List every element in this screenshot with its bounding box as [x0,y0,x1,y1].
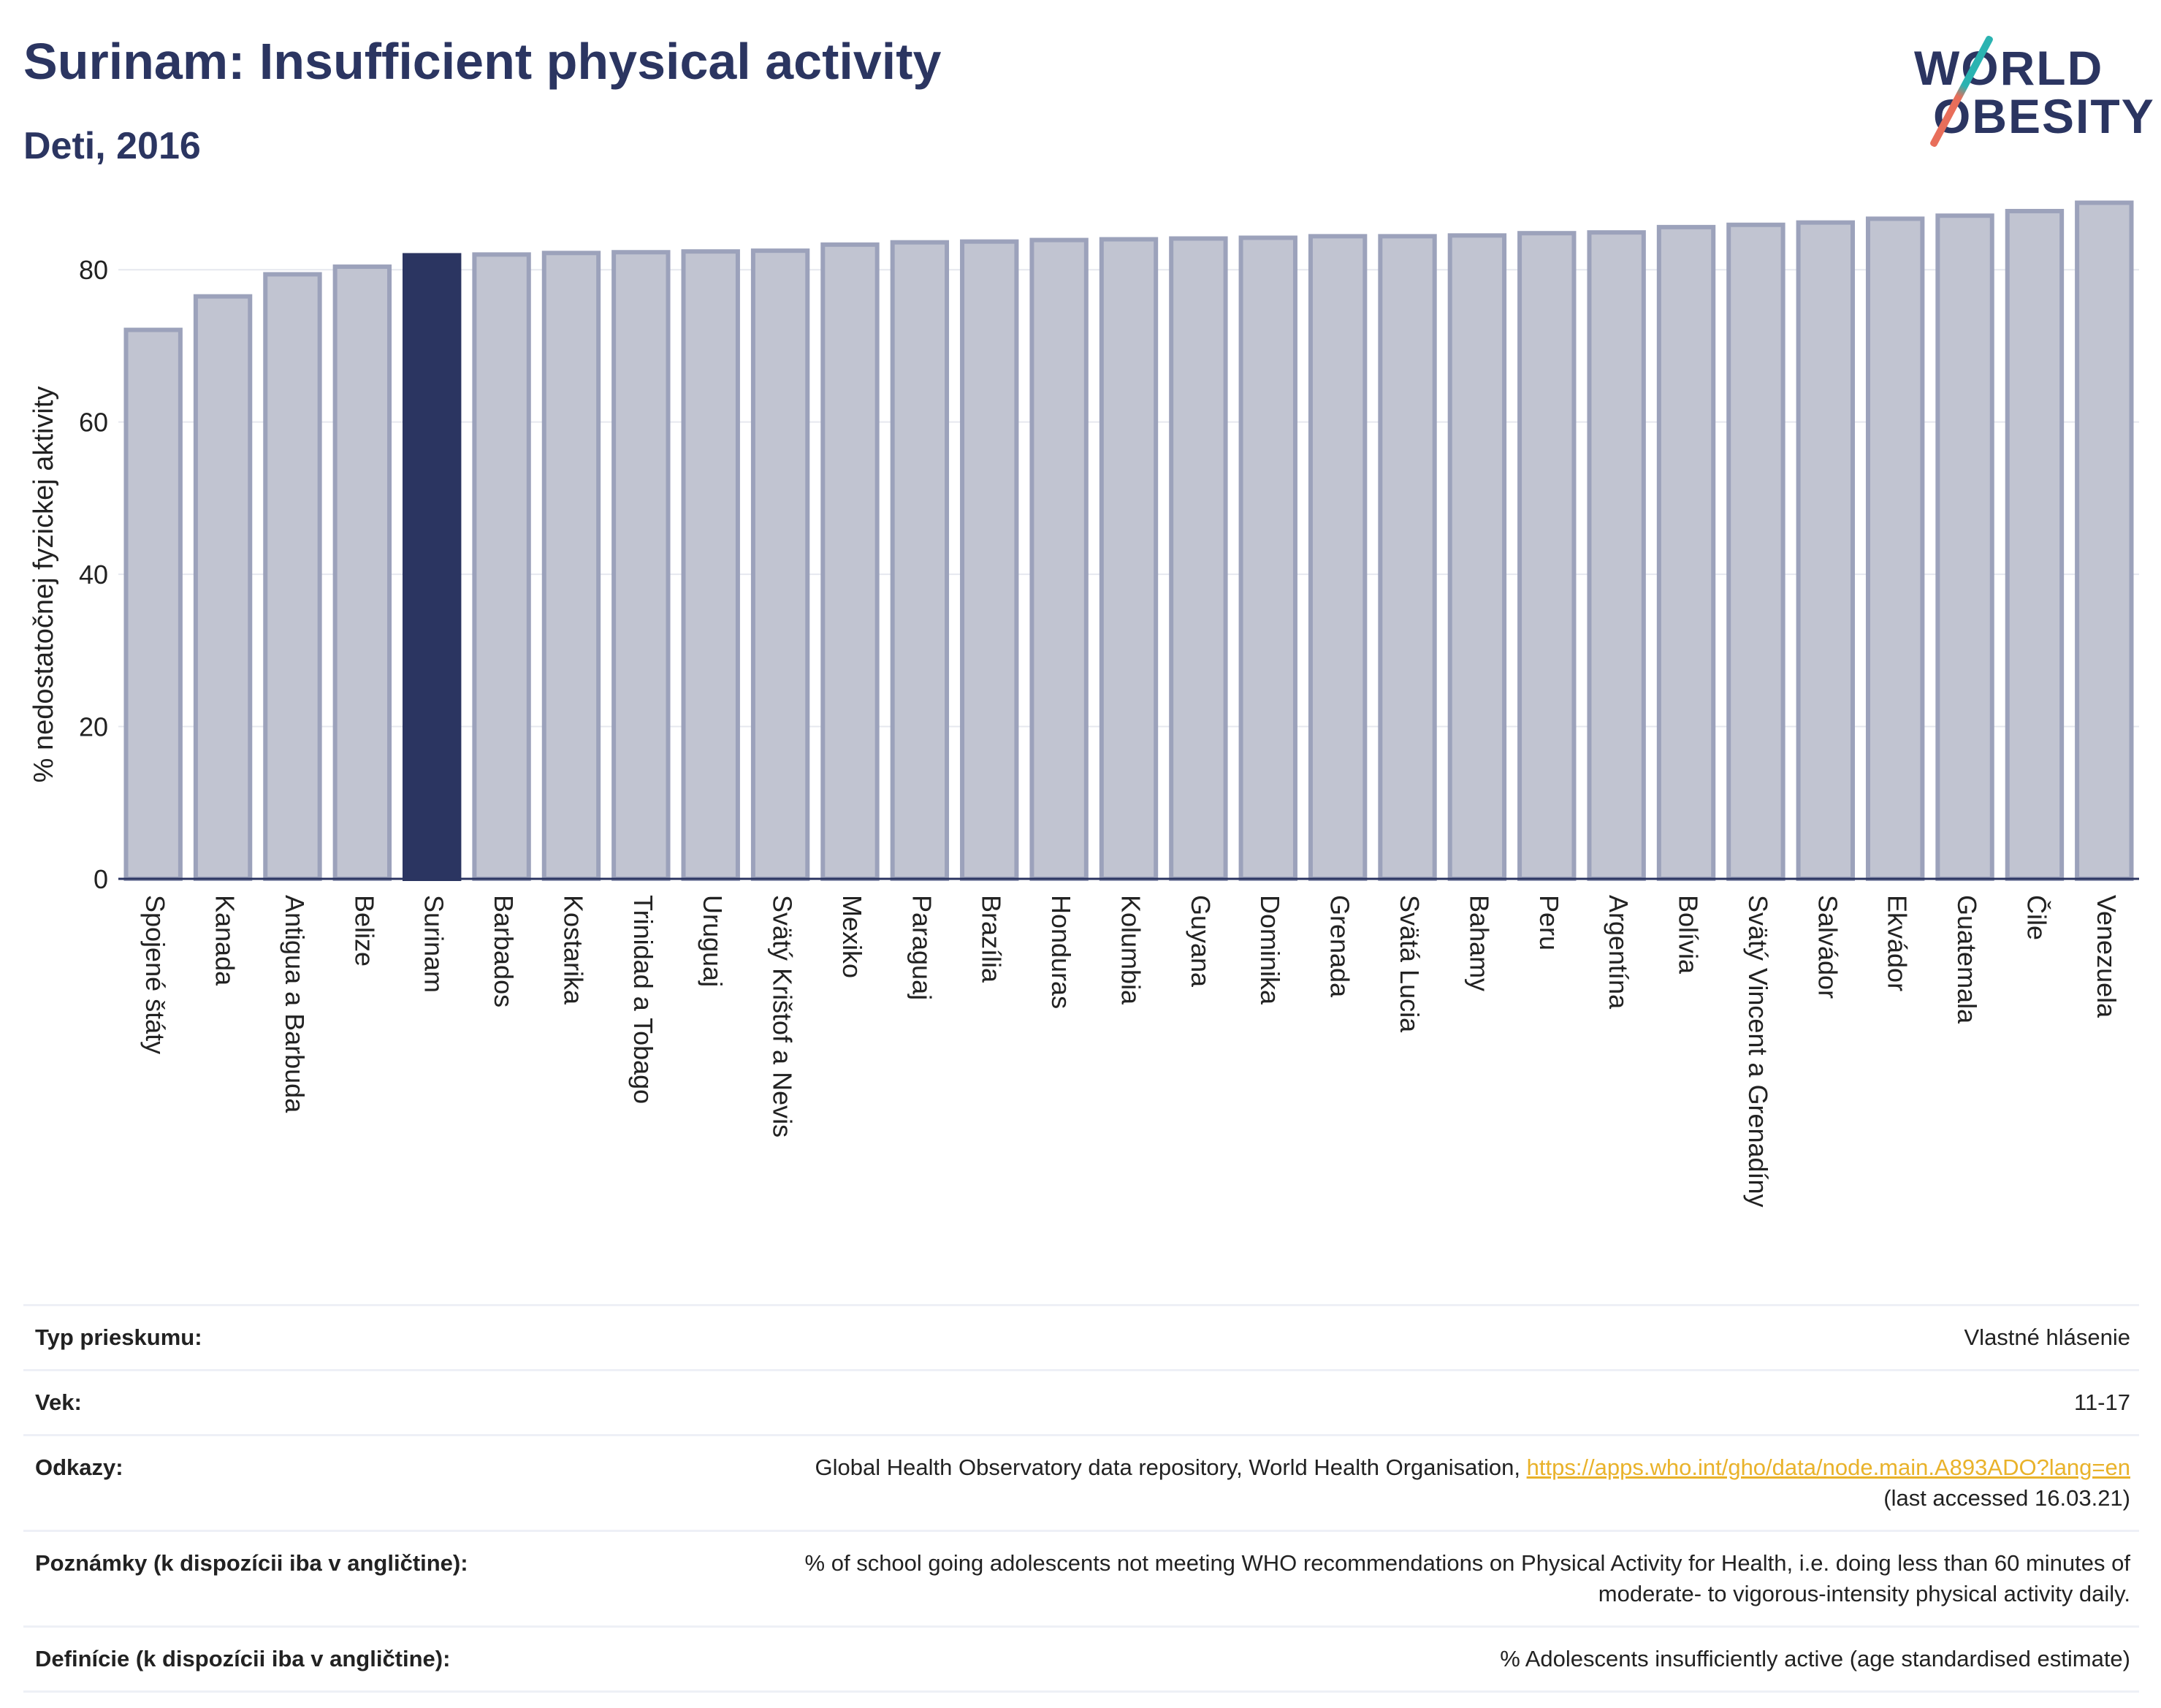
bar [332,264,392,881]
x-tick-label: Kolumbia [1116,895,1146,1005]
x-tick-label: Bahamy [1464,895,1494,991]
bar [193,294,253,881]
x-tick-label: Grenada [1325,895,1355,998]
meta-value-references: Global Health Observatory data repositor… [614,1434,2139,1531]
x-tick-label: Mexiko [837,895,867,978]
bar [1238,235,1297,881]
metadata-table: Typ prieskumu: Vlastné hlásenie Vek: 11-… [23,1304,2139,1693]
bar [750,248,810,881]
x-tick-label: Uruguaj [698,895,728,987]
x-tick-label: Surinam [419,895,449,993]
meta-label: Typ prieskumu: [23,1304,614,1370]
x-tick-label: Argentína [1604,895,1634,1010]
bar [611,250,671,881]
logo-line-1: WORLD [1914,41,2104,95]
bar [1378,234,1437,881]
bar [1517,231,1577,881]
y-tick-label: 60 [79,408,108,438]
meta-row-definitions: Definície (k dispozícii iba v angličtine… [23,1625,2139,1693]
bar [1308,234,1368,881]
bar [2075,200,2134,881]
bar [541,251,601,881]
reference-accessed: (last accessed 16.03.21) [1883,1485,2130,1511]
meta-label: Poznámky (k dispozícii iba v angličtine)… [23,1530,614,1627]
x-tick-label: Belize [349,895,379,967]
bar [1865,216,1925,882]
x-tick-label: Barbados [489,895,519,1007]
x-tick-label: Kostarika [558,895,588,1005]
bar [2005,208,2065,881]
bar [1656,224,1716,881]
page-title: Surinam: Insufficient physical activity [23,33,942,90]
x-tick-label: Salvádor [1813,895,1842,999]
bar [472,252,531,881]
bar [123,327,183,881]
bar [820,242,880,881]
meta-label: Vek: [23,1369,614,1436]
x-tick-label: Kanada [210,895,240,986]
y-tick-label: 40 [79,560,108,590]
y-tick-labels: 0 20 40 60 80 [79,255,108,894]
meta-row-references: Odkazy: Global Health Observatory data r… [23,1434,2139,1531]
x-tick-label: Ekvádor [1883,895,1913,991]
y-tick-label: 80 [79,255,108,285]
bar [960,239,1019,882]
x-tick-label: Venezuela [2092,895,2122,1018]
bar [1726,222,1785,881]
bar [1169,236,1228,882]
x-tick-label: Antigua a Barbuda [280,895,310,1113]
meta-value: % of school going adolescents not meetin… [614,1530,2139,1627]
x-tick-label: Paraguaj [907,895,937,1000]
meta-value: Vlastné hlásenie [614,1304,2139,1370]
x-tick-label: Svätý Vincent a Grenadíny [1743,895,1773,1208]
meta-value: % Adolescents insufficiently active (age… [614,1625,2139,1693]
meta-label: Definície (k dispozícii iba v angličtine… [23,1625,614,1693]
bar [263,272,322,881]
x-tick-label: Trinidad a Tobago [628,895,658,1104]
bar [1099,237,1159,881]
bar [890,240,950,881]
x-tick-label: Dominika [1255,895,1285,1005]
meta-row-age: Vek: 11-17 [23,1369,2139,1436]
bar [1796,220,1855,881]
y-tick-label: 0 [94,864,108,894]
x-tick-label: Bolívia [1674,895,1704,975]
meta-row-survey-type: Typ prieskumu: Vlastné hlásenie [23,1304,2139,1370]
x-tick-label: Guatemala [1952,895,1982,1024]
x-tick-label: Brazília [977,895,1007,983]
x-tick-labels: Spojené štáty Kanada Antigua a Barbuda Beli… [140,895,2122,1208]
x-tick-label: Čile [2021,895,2051,940]
meta-row-notes: Poznámky (k dispozícii iba v angličtine)… [23,1530,2139,1627]
y-tick-label: 20 [79,712,108,742]
bar [681,249,740,882]
x-tick-label: Honduras [1046,895,1076,1009]
x-tick-label: Guyana [1186,895,1216,988]
world-obesity-logo: WORLD OBESITY [1899,22,2154,153]
bar [1447,233,1507,882]
x-tick-label: Svätý Krištof a Nevis [768,895,798,1137]
reference-text: Global Health Observatory data repositor… [815,1455,1527,1480]
x-tick-label: Svätá Lucia [1395,895,1425,1033]
bar-chart: 0 20 40 60 80 Spojené štáty Kanada Antigua a B… [28,200,2139,1208]
meta-value: 11-17 [614,1369,2139,1436]
meta-label: Odkazy: [23,1434,614,1531]
bar [1029,237,1089,881]
y-axis-label: % nedostatočnej fyzickej aktivity [28,386,59,783]
bar [403,253,462,882]
bar [1935,213,1994,882]
x-tick-label: Spojené štáty [140,895,170,1054]
logo-line-2: OBESITY [1933,89,2155,143]
bars [123,200,2134,882]
reference-link[interactable]: https://apps.who.int/gho/data/node.main.… [1526,1455,2130,1480]
x-tick-label: Peru [1534,895,1564,950]
bar [1587,230,1646,881]
page-subtitle: Deti, 2016 [23,125,201,167]
